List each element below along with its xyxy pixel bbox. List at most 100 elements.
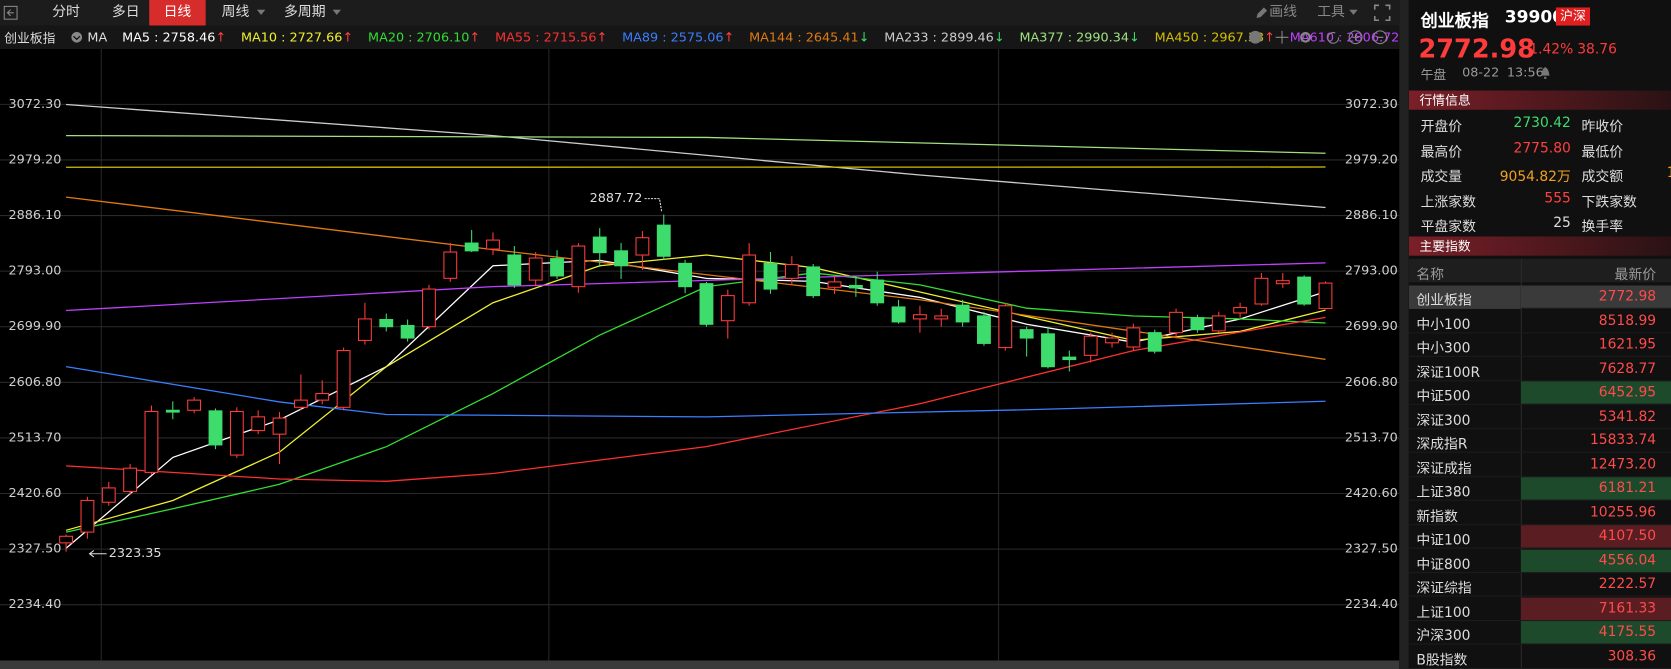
candle-body: [1083, 335, 1098, 356]
column-divider: [1520, 258, 1522, 669]
index-value: 4556.04: [1598, 552, 1657, 569]
change-pct: 1.42%: [1529, 41, 1574, 58]
candle-body: [165, 409, 180, 413]
tool[interactable]: 工具: [1317, 4, 1345, 21]
legend-item[interactable]: MA5 : 2758.46↑: [122, 30, 226, 45]
candle-body: [656, 224, 671, 257]
index-row[interactable]: [1408, 429, 1671, 453]
legend-separator: :: [150, 29, 163, 45]
index-value: 2222.57: [1598, 576, 1657, 593]
change: 38.76: [1577, 41, 1617, 58]
info-label: 成交量: [1420, 169, 1463, 186]
candle-body: [272, 417, 287, 435]
index-row[interactable]: [1408, 405, 1671, 429]
indicator-icon: [71, 31, 83, 43]
tool[interactable]: 画线: [1269, 4, 1297, 21]
min-arrow: [88, 550, 107, 558]
index-row[interactable]: [1408, 549, 1671, 573]
pencil-icon: [1256, 7, 1268, 19]
chart-tools[interactable]: [1247, 30, 1392, 45]
info-value: 1: [1667, 165, 1671, 181]
index-value: 6452.95: [1598, 384, 1657, 401]
tab[interactable]: 周线: [221, 4, 250, 21]
legend-item[interactable]: MA610 : 2806.72: [1290, 30, 1400, 45]
index-row[interactable]: [1408, 357, 1671, 381]
legend-trend: ↑: [215, 29, 227, 45]
scrollbar[interactable]: [0, 660, 1400, 669]
section-header: 行情信息: [1408, 90, 1671, 110]
candle-body: [763, 262, 778, 290]
info-value: 9054.82万: [1499, 169, 1571, 186]
index-row[interactable]: [1408, 501, 1671, 525]
legend-separator: :: [793, 29, 806, 45]
index-row[interactable]: [1408, 645, 1671, 669]
y-tick-label-right: 2420.60: [1345, 486, 1398, 501]
index-value: 10255.96: [1589, 504, 1657, 521]
tab[interactable]: 日线: [149, 0, 206, 26]
legend-item[interactable]: MA20 : 2706.10↑: [368, 30, 480, 45]
legend-value: 2706.10: [416, 29, 470, 45]
index-row[interactable]: [1408, 621, 1671, 645]
candle-body: [422, 288, 436, 328]
legend-trend: ↑: [469, 29, 481, 45]
candle-body: [912, 314, 927, 320]
legend-item[interactable]: MA233 : 2899.46↓: [884, 30, 1004, 45]
index-row[interactable]: [1408, 477, 1671, 501]
legend-trend: ↑: [342, 29, 354, 45]
chart: 2234.40 2234.40 2327.50 2327.50 2420.60 2420.…: [0, 49, 1400, 661]
candle-body: [742, 254, 757, 304]
tab[interactable]: 多日: [111, 4, 140, 21]
indicator[interactable]: MA: [70, 30, 107, 45]
legend-name: MA10: [240, 29, 278, 45]
legend-separator: :: [1063, 29, 1077, 45]
fullscreen-icon[interactable]: [1373, 4, 1391, 22]
candle-body: [59, 535, 74, 544]
y-tick-label-right: 2886.10: [1345, 208, 1398, 223]
candle-body: [187, 399, 202, 411]
ma-line: [66, 262, 1326, 312]
y-tick-label: 2234.40: [9, 597, 62, 612]
y-tick-label: 2327.50: [9, 542, 62, 557]
index-row[interactable]: [1408, 573, 1671, 597]
legend-separator: :: [928, 29, 941, 45]
legend-item[interactable]: MA55 : 2715.56↑: [495, 30, 607, 45]
legend-name: MA5: [122, 29, 151, 45]
index-value: 308.36: [1607, 648, 1657, 665]
legend-item[interactable]: MA144 : 2645.41↓: [749, 30, 869, 45]
index-name: 上证100: [1416, 604, 1471, 621]
index-row[interactable]: [1408, 381, 1671, 405]
legend-trend: ↓: [993, 29, 1005, 45]
index-name: 中证100: [1416, 532, 1471, 549]
index-name: 上证380: [1416, 484, 1471, 501]
legend-item[interactable]: MA89 : 2575.06↑: [622, 30, 734, 45]
legend-item[interactable]: MA10 : 2727.66↑: [241, 30, 353, 45]
legend-value: 2575.06: [670, 29, 724, 45]
candle-body: [1190, 317, 1205, 331]
splitter[interactable]: [1399, 0, 1409, 669]
candle-body: [1169, 311, 1183, 334]
legend-trend: ↑: [1264, 29, 1275, 45]
menu-icon[interactable]: [3, 5, 18, 20]
index-row[interactable]: [1408, 309, 1671, 333]
legend-separator: :: [404, 29, 417, 45]
index-name: 中小300: [1416, 340, 1471, 357]
index-row[interactable]: [1408, 453, 1671, 477]
legend-separator: :: [1198, 29, 1212, 45]
tab[interactable]: 分时: [52, 4, 80, 21]
index-row[interactable]: [1408, 333, 1671, 357]
candle-body: [1062, 356, 1077, 361]
candle-body: [934, 315, 949, 320]
candle-body: [1275, 280, 1290, 285]
tab[interactable]: 多周期: [283, 4, 326, 21]
candle-body: [1019, 329, 1034, 339]
candle-body: [357, 318, 372, 341]
index-row[interactable]: [1408, 597, 1671, 621]
legend-item[interactable]: MA377 : 2990.34↓: [1019, 30, 1139, 45]
index-row[interactable]: [1408, 525, 1671, 549]
caret: [1349, 9, 1358, 15]
candle-body: [806, 266, 821, 297]
candle-body: [550, 258, 564, 277]
index-name: 沪深300: [1416, 628, 1471, 645]
legend-name: MA377: [1019, 29, 1064, 45]
